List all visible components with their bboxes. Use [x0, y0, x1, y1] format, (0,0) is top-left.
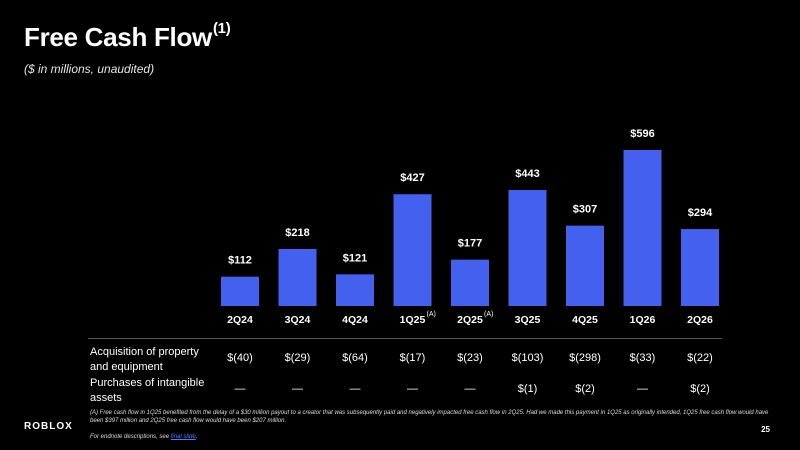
table-cell: $(1)	[517, 383, 538, 395]
bar-1Q25	[393, 194, 432, 306]
final-slide-link[interactable]: final slide	[170, 434, 196, 440]
table-cell: $(22)	[687, 352, 713, 364]
category-label-2Q25: 2Q25	[457, 314, 483, 326]
endnote-suffix: .	[195, 434, 198, 440]
table-divider	[88, 338, 722, 339]
category-label-1Q25: 1Q25	[400, 314, 426, 326]
value-label-1Q25: $427	[400, 172, 424, 184]
table-cell: —	[637, 383, 648, 395]
table-cell: —	[464, 383, 476, 395]
table-cell: —	[407, 383, 418, 395]
table-cell: $(64)	[342, 352, 368, 364]
page-number: 25	[761, 425, 770, 434]
footnote-mark-2Q25: (A)	[484, 311, 493, 318]
category-label-2Q24: 2Q24	[227, 314, 253, 326]
value-label-4Q24: $121	[343, 252, 367, 264]
endnote-reference: For endnote descriptions, see final slid…	[90, 434, 197, 440]
value-label-2Q25: $177	[458, 238, 482, 250]
table-cell: $(298)	[569, 352, 601, 364]
table-cell: —	[292, 383, 303, 395]
category-label-3Q25: 3Q25	[515, 314, 541, 326]
bar-3Q24	[278, 248, 317, 306]
category-label-4Q24: 4Q24	[342, 314, 368, 326]
table-cell: —	[234, 383, 246, 395]
category-label-1Q26: 1Q26	[630, 314, 656, 326]
bar-2Q24	[221, 276, 259, 306]
table-cell: $(2)	[690, 383, 710, 395]
title-footnote-marker: (1)	[212, 20, 231, 37]
table-cell: $(17)	[399, 352, 426, 364]
logo-text: ROBLOX	[24, 421, 73, 432]
category-label-4Q25: 4Q25	[572, 314, 598, 326]
bar-3Q25	[508, 190, 547, 306]
value-label-3Q24: $218	[285, 227, 309, 239]
table-cell: $(29)	[284, 352, 311, 364]
footnote-mark-1Q25: (A)	[427, 311, 436, 318]
bar-2Q26	[681, 229, 719, 306]
bar-1Q26	[623, 150, 662, 306]
table-cell: $(2)	[575, 383, 595, 395]
table-cell: $(103)	[511, 352, 544, 364]
bar-4Q24	[336, 274, 374, 306]
roblox-logo: ROBLOX	[24, 421, 73, 432]
bar-4Q25	[566, 225, 604, 306]
category-label-2Q26: 2Q26	[687, 314, 713, 326]
footnote: (A) Free cash flow in 1Q25 benefited fro…	[90, 410, 769, 424]
page-subtitle: ($ in millions, unaudited)	[24, 62, 155, 76]
table-row-label: Purchases of intangible assets	[90, 377, 205, 404]
value-label-3Q25: $443	[515, 168, 539, 180]
value-label-2Q26: $294	[688, 207, 713, 219]
title-text: Free Cash Flow	[24, 22, 212, 52]
table-row-label: Acquisition of property and equipment	[90, 346, 199, 373]
value-label-4Q25: $307	[573, 204, 597, 216]
table-cell: $(33)	[629, 352, 656, 364]
table-cell: $(40)	[227, 352, 253, 364]
table-cell: —	[349, 383, 361, 395]
endnote-prefix: For endnote descriptions, see	[90, 434, 171, 440]
category-label-3Q24: 3Q24	[285, 314, 311, 326]
value-label-1Q26: $596	[630, 128, 654, 140]
page-title: Free Cash Flow(1)	[24, 20, 231, 53]
value-label-2Q24: $112	[228, 255, 252, 267]
bar-2Q25	[451, 259, 489, 306]
table-cell: $(23)	[457, 352, 483, 364]
